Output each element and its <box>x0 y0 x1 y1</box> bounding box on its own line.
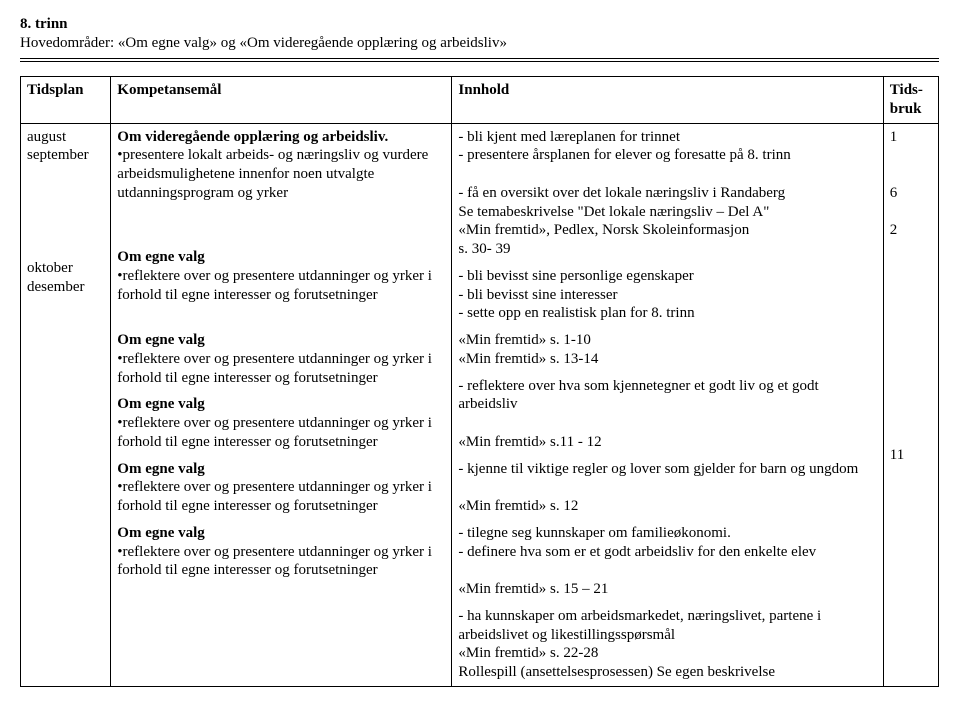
komp-title: Om egne valg <box>117 395 445 414</box>
innhold-line: - bli bevisst sine personlige egenskaper <box>458 267 876 286</box>
innhold-line: - reflektere over hva som kjennetegner e… <box>458 377 876 415</box>
komp-bullet: •reflektere over og presentere utdanning… <box>117 478 445 516</box>
innhold-line: - tilegne seg kunnskaper om familieøkono… <box>458 524 876 543</box>
innhold-line: s. 30- 39 <box>458 240 876 259</box>
table-header-row: Tidsplan Kompetansemål Innhold Tids-bruk <box>21 77 939 124</box>
header-rule <box>20 58 939 62</box>
komp-bullet: •reflektere over og presentere utdanning… <box>117 267 445 305</box>
komp-bullet: •reflektere over og presentere utdanning… <box>117 414 445 452</box>
innhold-line: - bli kjent med læreplanen for trinnet <box>458 128 876 147</box>
col-innhold: Innhold <box>452 77 883 124</box>
innhold-line: «Min fremtid» s. 13-14 <box>458 350 876 369</box>
tidsbruk-value: 2 <box>890 221 932 240</box>
curriculum-table: Tidsplan Kompetansemål Innhold Tids-bruk… <box>20 76 939 687</box>
cell-innhold: - bli kjent med læreplanen for trinnet -… <box>452 123 883 686</box>
tidsplan-month: august <box>27 128 104 147</box>
cell-kompetansemal: Om videregående opplæring og arbeidsliv.… <box>111 123 452 686</box>
komp-title: Om egne valg <box>117 524 445 543</box>
innhold-line: «Min fremtid» s.11 - 12 <box>458 433 876 452</box>
tidsbruk-value: 1 <box>890 128 932 147</box>
innhold-line: «Min fremtid» s. 1-10 <box>458 331 876 350</box>
tidsbruk-value: 11 <box>890 446 932 465</box>
innhold-line: - presentere årsplanen for elever og for… <box>458 146 876 165</box>
col-tidsplan: Tidsplan <box>21 77 111 124</box>
innhold-line: Se temabeskrivelse "Det lokale næringsli… <box>458 203 876 222</box>
komp-bullet: •presentere lokalt arbeids- og næringsli… <box>117 146 445 202</box>
innhold-line: «Min fremtid», Pedlex, Norsk Skoleinform… <box>458 221 876 240</box>
innhold-line: - få en oversikt over det lokale nærings… <box>458 184 876 203</box>
table-row: august september oktober desember Om vid… <box>21 123 939 686</box>
innhold-line: «Min fremtid» s. 22-28 <box>458 644 876 663</box>
innhold-line: - kjenne til viktige regler og lover som… <box>458 460 876 479</box>
tidsplan-month: desember <box>27 278 104 297</box>
innhold-line: «Min fremtid» s. 12 <box>458 497 876 516</box>
innhold-line: - bli bevisst sine interesser <box>458 286 876 305</box>
innhold-line: - ha kunnskaper om arbeidsmarkedet, næri… <box>458 607 876 645</box>
komp-title: Om videregående opplæring og arbeidsliv. <box>117 128 445 147</box>
komp-title: Om egne valg <box>117 331 445 350</box>
tidsplan-month: oktober <box>27 259 104 278</box>
col-tidsbruk: Tids-bruk <box>883 77 938 124</box>
komp-title: Om egne valg <box>117 460 445 479</box>
innhold-line: «Min fremtid» s. 15 – 21 <box>458 580 876 599</box>
komp-bullet: •reflektere over og presentere utdanning… <box>117 350 445 388</box>
cell-tidsbruk: 1 6 2 11 <box>883 123 938 686</box>
komp-title: Om egne valg <box>117 248 445 267</box>
tidsplan-month: september <box>27 146 104 165</box>
tidsbruk-value: 6 <box>890 184 932 203</box>
page-subtitle: Hovedområder: «Om egne valg» og «Om vide… <box>20 35 939 52</box>
col-kompetansemal: Kompetansemål <box>111 77 452 124</box>
cell-tidsplan: august september oktober desember <box>21 123 111 686</box>
page-title: 8. trinn <box>20 16 939 33</box>
komp-bullet: •reflektere over og presentere utdanning… <box>117 543 445 581</box>
innhold-line: - definere hva som er et godt arbeidsliv… <box>458 543 876 562</box>
innhold-line: Rollespill (ansettelsesprosessen) Se ege… <box>458 663 876 682</box>
innhold-line: - sette opp en realistisk plan for 8. tr… <box>458 304 876 323</box>
